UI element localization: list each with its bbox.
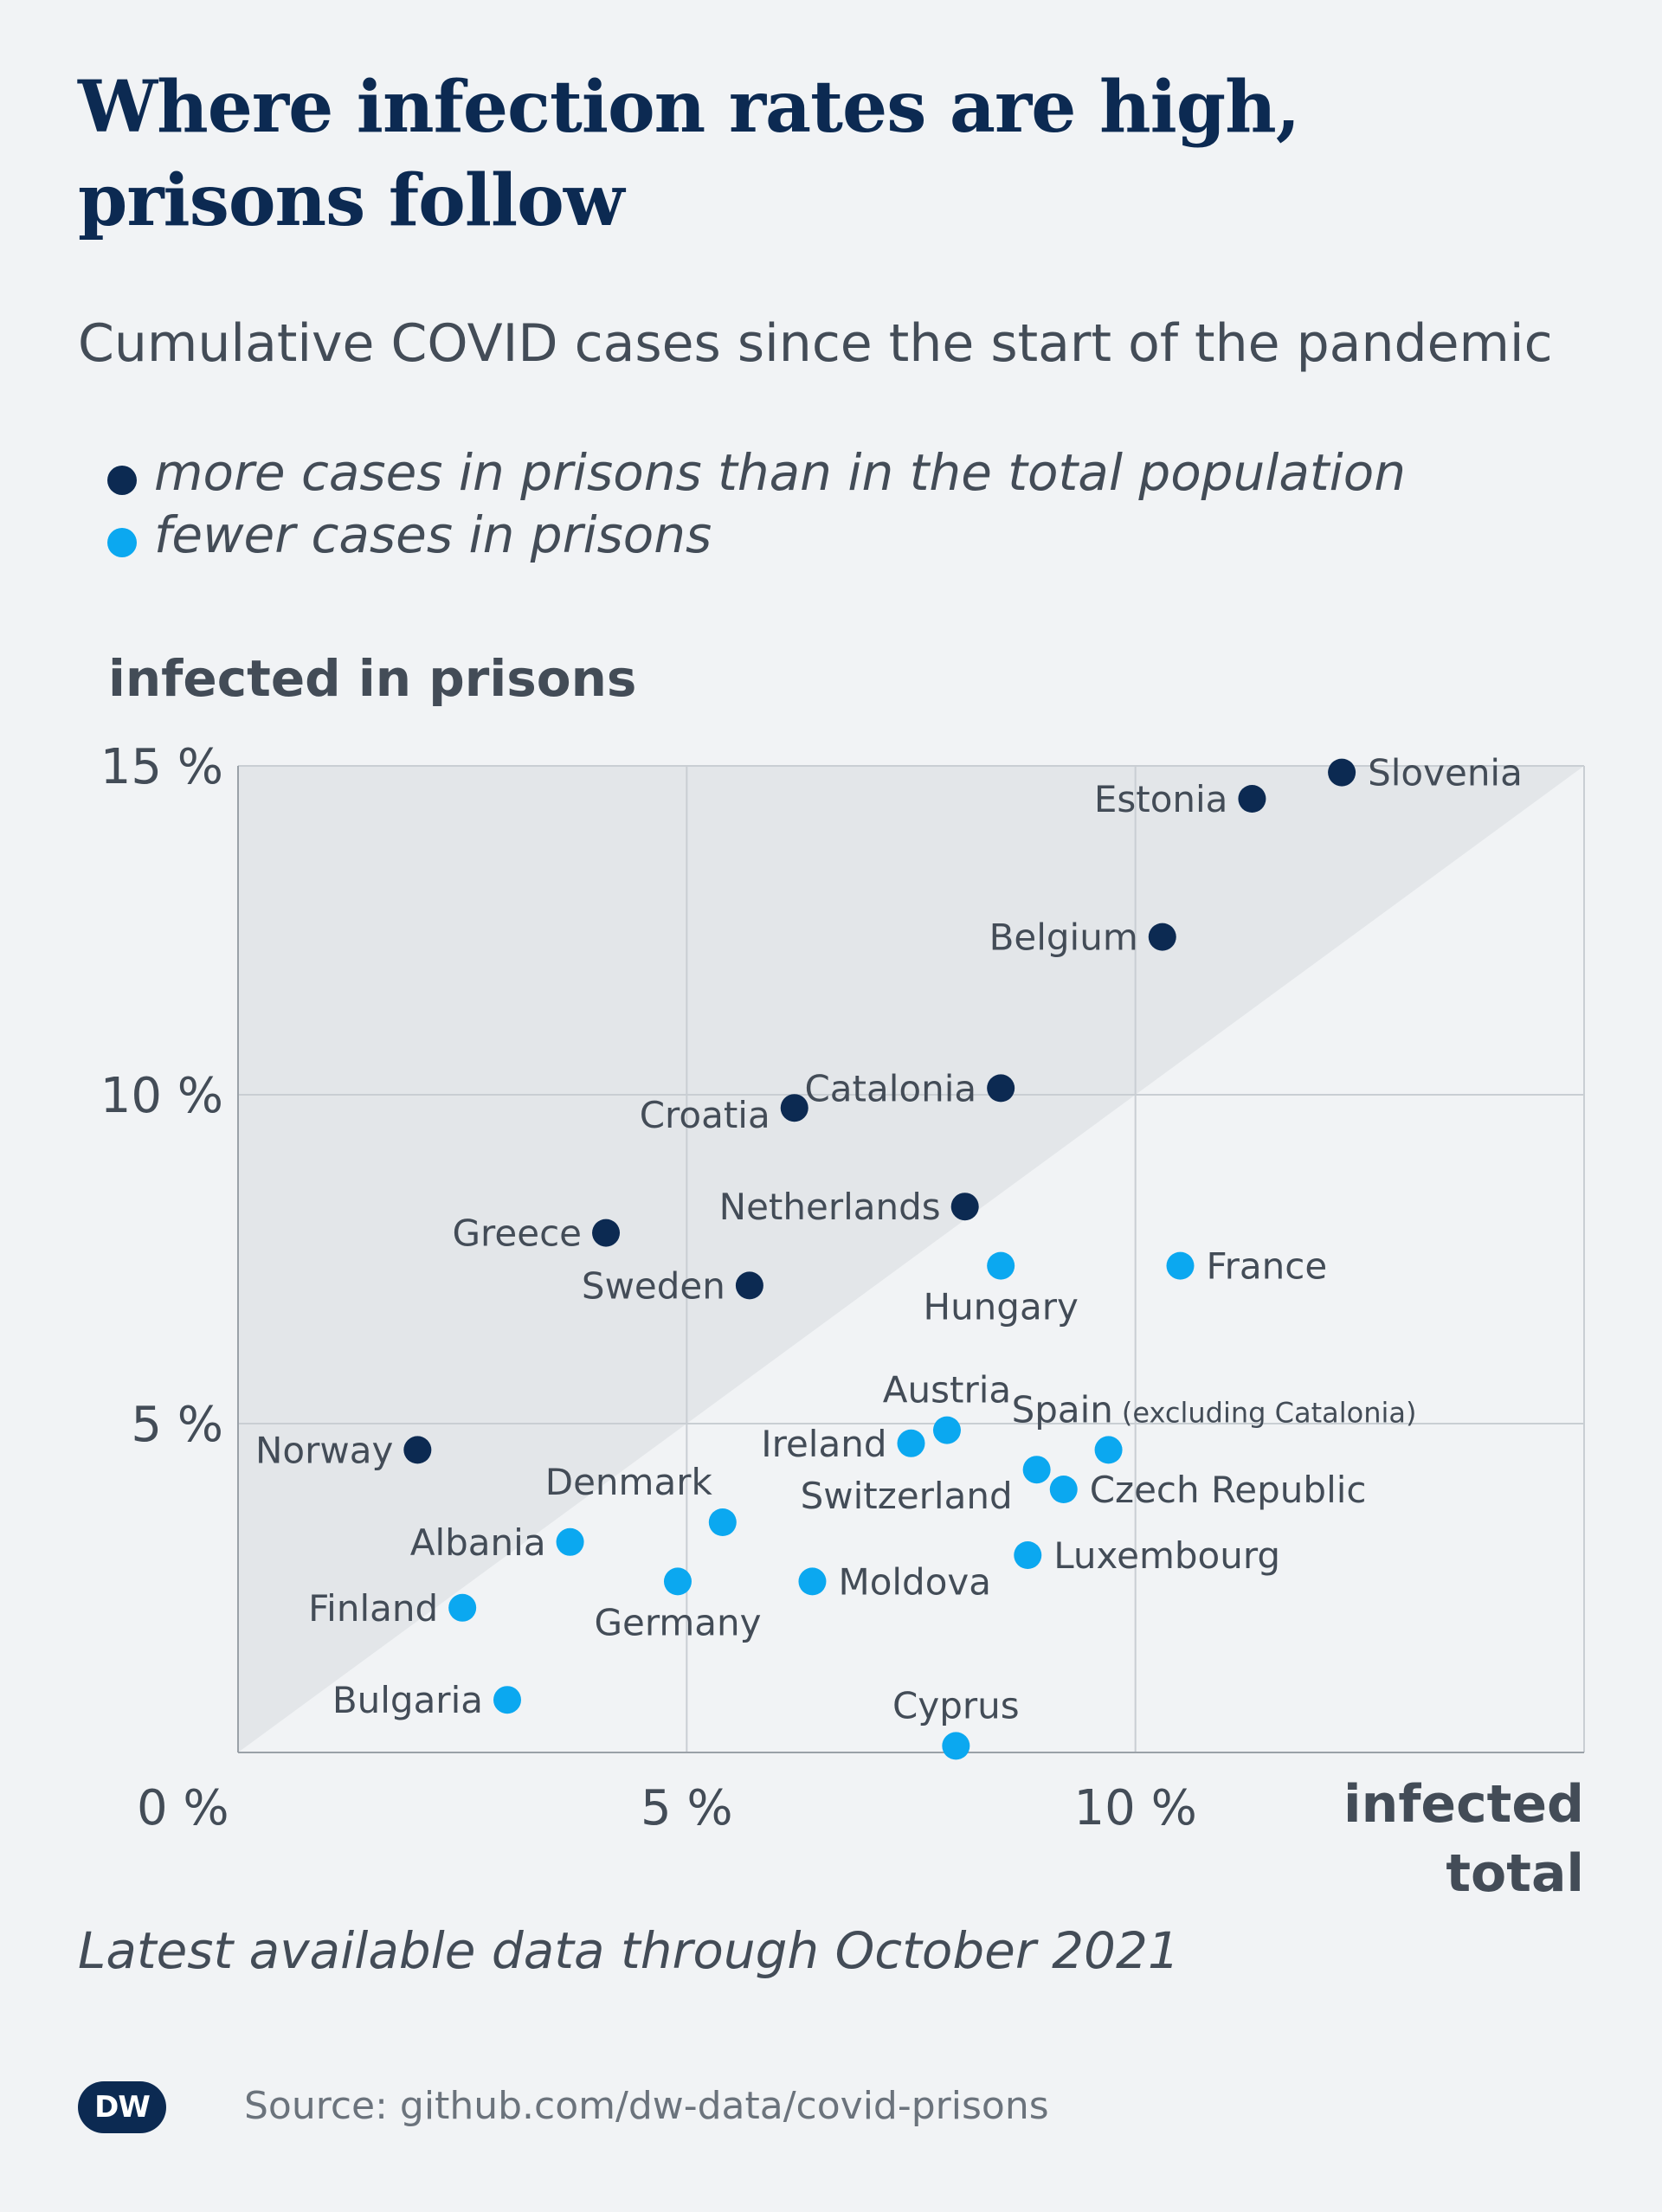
point-greece — [592, 1219, 621, 1247]
point-label-netherlands: Netherlands — [719, 1186, 941, 1228]
point-label-luxembourg: Luxembourg — [1053, 1534, 1280, 1577]
y-tick-label: 10 % — [100, 1068, 223, 1124]
point-estonia — [1238, 785, 1266, 813]
point-bulgaria — [493, 1686, 521, 1714]
legend-dot-fewer-icon — [107, 528, 137, 557]
point-luxembourg — [1014, 1541, 1042, 1569]
x-axis-title-line: total — [1446, 1843, 1584, 1904]
point-label-slovenia: Slovenia — [1368, 752, 1523, 794]
point-label-greece: Greece — [453, 1212, 583, 1255]
scatter-chart: 5 % 10 % 15 % 0 % 5 % 10 % infected total Sloven… — [100, 739, 1585, 1904]
point-label-denmark: Denmark — [545, 1461, 713, 1503]
point-france — [1166, 1251, 1195, 1280]
point-austria — [932, 1416, 961, 1444]
footnote: Latest available data through October 20… — [78, 1921, 1180, 1980]
point-germany — [663, 1567, 692, 1596]
point-ireland — [897, 1429, 925, 1457]
point-switzerland — [1022, 1456, 1051, 1484]
source-text: Source: github.com/dw-data/covid-prisons — [244, 2084, 1049, 2128]
point-label-germany: Germany — [594, 1601, 761, 1643]
point-netherlands — [950, 1193, 979, 1221]
point-label-cyprus: Cyprus — [892, 1684, 1020, 1727]
point-label-bulgaria: Bulgaria — [332, 1679, 483, 1721]
point-finland — [448, 1593, 477, 1622]
point-label-norway: Norway — [255, 1429, 393, 1471]
point-label-hungary: Hungary — [923, 1286, 1078, 1328]
x-tick-label: 10 % — [1074, 1780, 1197, 1836]
point-label-sweden: Sweden — [582, 1264, 725, 1307]
above-diagonal-region — [238, 766, 1584, 1752]
point-label-belgium: Belgium — [989, 916, 1138, 959]
y-axis-title: infected in prisons — [108, 649, 637, 708]
point-label-spain: Spain (excluding Catalonia) — [1012, 1388, 1417, 1431]
y-tick-label: 5 % — [131, 1397, 223, 1453]
point-label-austria: Austria — [883, 1369, 1011, 1411]
point-spain — [1094, 1436, 1123, 1464]
dw-logo: DW — [78, 2081, 166, 2133]
point-sublabel-spain: (excluding Catalonia) — [1122, 1396, 1417, 1429]
point-label-catalonia: Catalonia — [804, 1067, 976, 1109]
point-albania — [556, 1527, 584, 1556]
point-label-ireland: Ireland — [761, 1423, 886, 1465]
legend-dot-more-icon — [107, 466, 137, 495]
point-label-albania: Albania — [410, 1521, 546, 1564]
point-cyprus — [942, 1732, 970, 1760]
point-hungary — [987, 1251, 1015, 1280]
point-czech-republic — [1049, 1476, 1078, 1503]
point-denmark — [708, 1508, 737, 1536]
point-moldova — [798, 1567, 827, 1596]
chart-title: Where infection rates are high, prisons … — [78, 66, 1300, 242]
y-tick-label: 15 % — [100, 739, 223, 795]
point-label-finland: Finland — [308, 1587, 438, 1630]
point-norway — [403, 1436, 432, 1464]
chart-subtitle: Cumulative COVID cases since the start o… — [78, 313, 1553, 374]
legend-label-fewer: fewer cases in prisons — [154, 505, 712, 564]
point-sweden — [735, 1271, 763, 1300]
point-label-czech-republic: Czech Republic — [1090, 1469, 1367, 1511]
point-catalonia — [987, 1074, 1015, 1103]
point-label-france: France — [1207, 1245, 1328, 1288]
point-label-switzerland: Switzerland — [801, 1475, 1013, 1517]
point-belgium — [1148, 923, 1176, 951]
legend-label-more: more cases in prisons than in the total … — [154, 443, 1407, 502]
x-tick-label: 5 % — [641, 1780, 733, 1836]
point-label-moldova: Moldova — [838, 1560, 991, 1603]
point-label-estonia: Estonia — [1094, 778, 1228, 820]
point-croatia — [780, 1094, 808, 1122]
x-tick-label: 0 % — [137, 1780, 229, 1836]
point-label-croatia: Croatia — [640, 1094, 770, 1136]
point-slovenia — [1328, 758, 1356, 787]
x-axis-title-line: infected — [1343, 1774, 1584, 1835]
